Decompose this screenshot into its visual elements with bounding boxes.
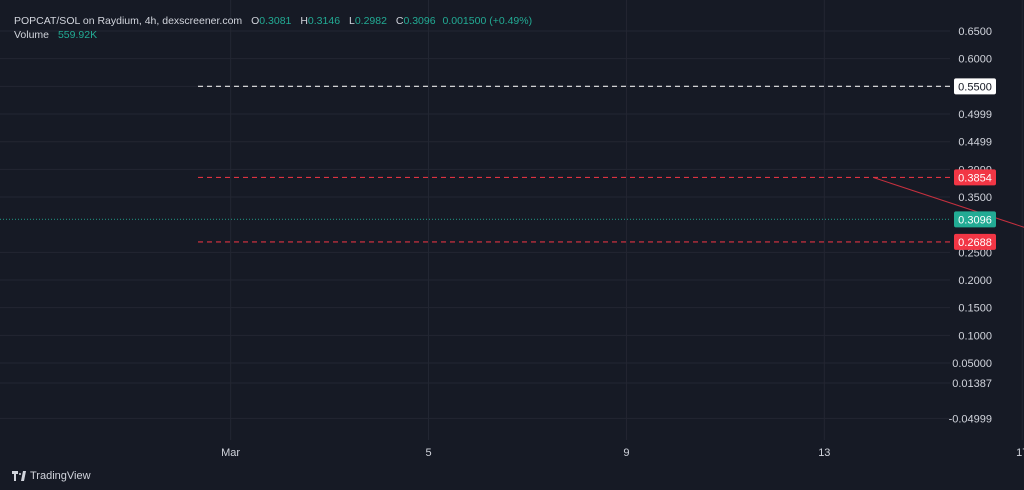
close-value: 0.3096 <box>403 15 436 27</box>
price-label: 0.2688 <box>958 237 992 249</box>
price-label-box <box>954 233 996 250</box>
open-label: O <box>251 15 260 27</box>
volume-value: 559.92K <box>57 29 98 41</box>
price-label: 0.3096 <box>958 214 992 226</box>
time-tick-label: Mar <box>221 447 240 459</box>
high-label: H <box>300 15 308 27</box>
price-label-box <box>954 169 996 186</box>
symbol-title: POPCAT/SOL on Raydium, 4h, dexscreener.c… <box>14 15 243 27</box>
price-axis: 0.65000.60000.55000.49990.44990.39990.35… <box>949 26 996 425</box>
price-tick-label: 0.2000 <box>958 275 992 287</box>
low-value: 0.2982 <box>354 15 387 27</box>
close-label: C <box>395 15 404 27</box>
volume-row: Volume 559.92K <box>14 28 532 42</box>
chart-legend: POPCAT/SOL on Raydium, 4h, dexscreener.c… <box>14 14 532 42</box>
price-tick-label: 0.4999 <box>958 109 992 121</box>
time-tick-label: 9 <box>623 447 629 459</box>
price-label-box <box>954 78 996 95</box>
tradingview-name: TradingView <box>30 470 91 482</box>
tradingview-logo[interactable]: TradingView <box>12 470 91 482</box>
price-tick-label: 0.2500 <box>958 247 992 259</box>
price-label: 0.5500 <box>958 81 992 93</box>
price-label-box <box>954 211 996 228</box>
change-value: 0.001500 (+0.49%) <box>442 15 533 27</box>
price-tick-label: -0.04999 <box>949 413 992 425</box>
price-tick-label: 0.05000 <box>952 358 992 370</box>
open-value: 0.3081 <box>259 15 292 27</box>
price-tick-label: 0.6000 <box>958 54 992 66</box>
price-tick-label: 0.01387 <box>952 378 992 390</box>
price-tick-label: 0.1000 <box>958 330 992 342</box>
ohlc-row: POPCAT/SOL on Raydium, 4h, dexscreener.c… <box>14 14 532 28</box>
volume-label: Volume <box>14 29 50 41</box>
low-label: L <box>348 15 355 27</box>
price-tick-label: 0.3500 <box>958 192 992 204</box>
price-label: 0.3854 <box>958 172 992 184</box>
time-tick-label: 13 <box>818 447 830 459</box>
time-tick-label: 17 <box>1016 447 1024 459</box>
high-value: 0.3146 <box>307 15 341 27</box>
grid-lines <box>0 0 1023 440</box>
price-tick-label: 0.4499 <box>958 137 992 149</box>
time-axis: Mar5913172125Apr5913 <box>221 447 1024 459</box>
tradingview-icon <box>12 471 26 481</box>
price-tick-label: 0.6500 <box>958 26 992 38</box>
trendline <box>873 177 1024 228</box>
time-tick-label: 5 <box>425 447 431 459</box>
price-tick-label: 0.1500 <box>958 303 992 315</box>
